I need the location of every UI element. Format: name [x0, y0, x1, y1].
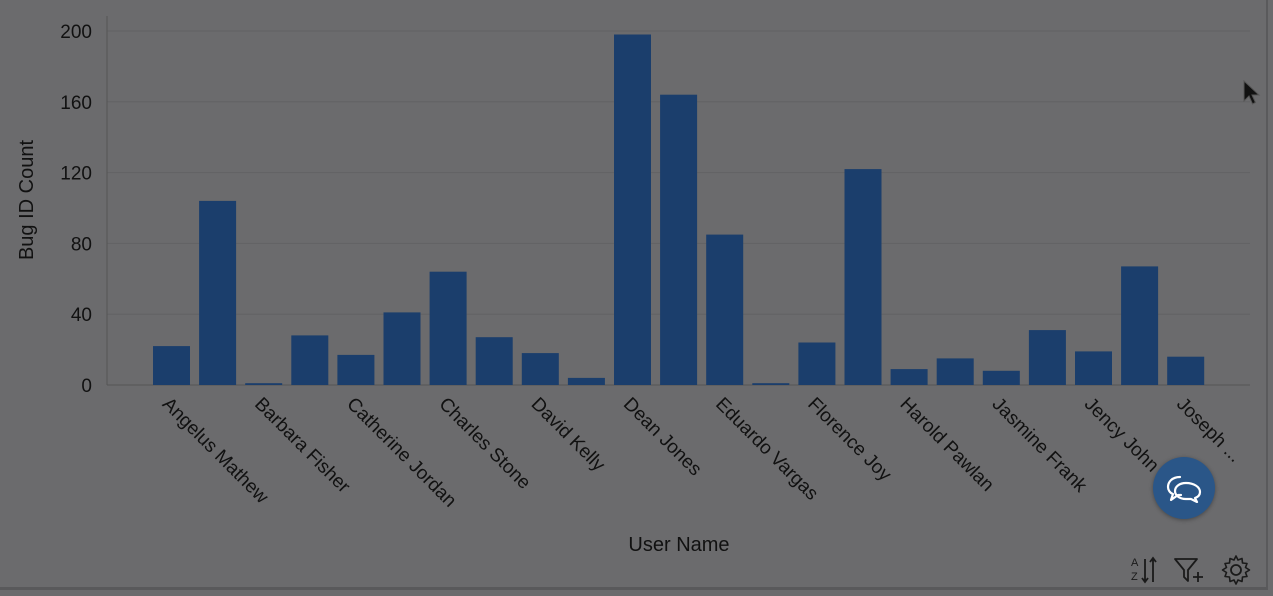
- x-axis-label: User Name: [628, 534, 729, 556]
- svg-text:Z: Z: [1131, 571, 1138, 583]
- bar[interactable]: [521, 353, 559, 385]
- y-tick-label: 120: [60, 164, 92, 185]
- bar[interactable]: [798, 342, 836, 386]
- x-tick-label: Florence Joy: [803, 394, 895, 486]
- bar[interactable]: [383, 312, 421, 385]
- bar[interactable]: [429, 271, 467, 385]
- bar[interactable]: [706, 234, 744, 385]
- y-tick-label: 160: [60, 93, 92, 114]
- gear-icon: [1221, 555, 1251, 585]
- svg-text:A: A: [1131, 557, 1139, 569]
- bar[interactable]: [153, 346, 190, 385]
- bar[interactable]: [890, 369, 928, 385]
- y-tick-labels: 0 40 80 120 160 200: [60, 22, 92, 397]
- x-tick-label: Jency John: [1080, 394, 1163, 477]
- x-tick-label: Dean Jones: [619, 394, 706, 481]
- y-tick-label: 40: [71, 305, 92, 326]
- filter-add-button[interactable]: [1172, 553, 1206, 587]
- bar[interactable]: [1028, 330, 1066, 385]
- bar[interactable]: [752, 383, 790, 385]
- sort-az-button[interactable]: A Z: [1128, 553, 1162, 587]
- chat-button[interactable]: [1153, 457, 1215, 519]
- bar[interactable]: [475, 337, 513, 385]
- filter-add-icon: [1174, 558, 1203, 582]
- settings-button[interactable]: [1219, 553, 1253, 587]
- x-tick-label: Joseph ...: [1172, 394, 1245, 467]
- x-tick-label: Harold Pawlan: [896, 394, 998, 496]
- x-tick-label: Barbara Fisher: [250, 394, 354, 498]
- bar[interactable]: [291, 335, 329, 385]
- bar[interactable]: [1167, 356, 1205, 385]
- bar[interactable]: [936, 358, 974, 385]
- bar[interactable]: [1121, 266, 1159, 385]
- bar[interactable]: [337, 354, 375, 385]
- y-tick-label: 0: [81, 376, 92, 397]
- y-tick-label: 80: [71, 234, 92, 255]
- bar[interactable]: [844, 169, 882, 385]
- bar[interactable]: [982, 370, 1020, 385]
- bars: [153, 34, 1205, 386]
- bar[interactable]: [567, 377, 605, 385]
- y-tick-label: 200: [60, 22, 92, 43]
- x-tick-label: Charles Stone: [435, 394, 535, 494]
- mouse-cursor-icon: [1243, 80, 1261, 105]
- y-axis-label: Bug ID Count: [16, 140, 38, 261]
- bar[interactable]: [245, 383, 283, 385]
- chat-bubbles-icon: [1166, 475, 1202, 503]
- bar[interactable]: [199, 200, 237, 385]
- sort-az-icon: A Z: [1131, 556, 1157, 584]
- x-tick-label: David Kelly: [527, 394, 609, 476]
- x-tick-label: Jasmine Frank: [988, 394, 1091, 497]
- bar[interactable]: [614, 34, 651, 386]
- bar[interactable]: [1075, 351, 1112, 385]
- bar[interactable]: [660, 94, 698, 385]
